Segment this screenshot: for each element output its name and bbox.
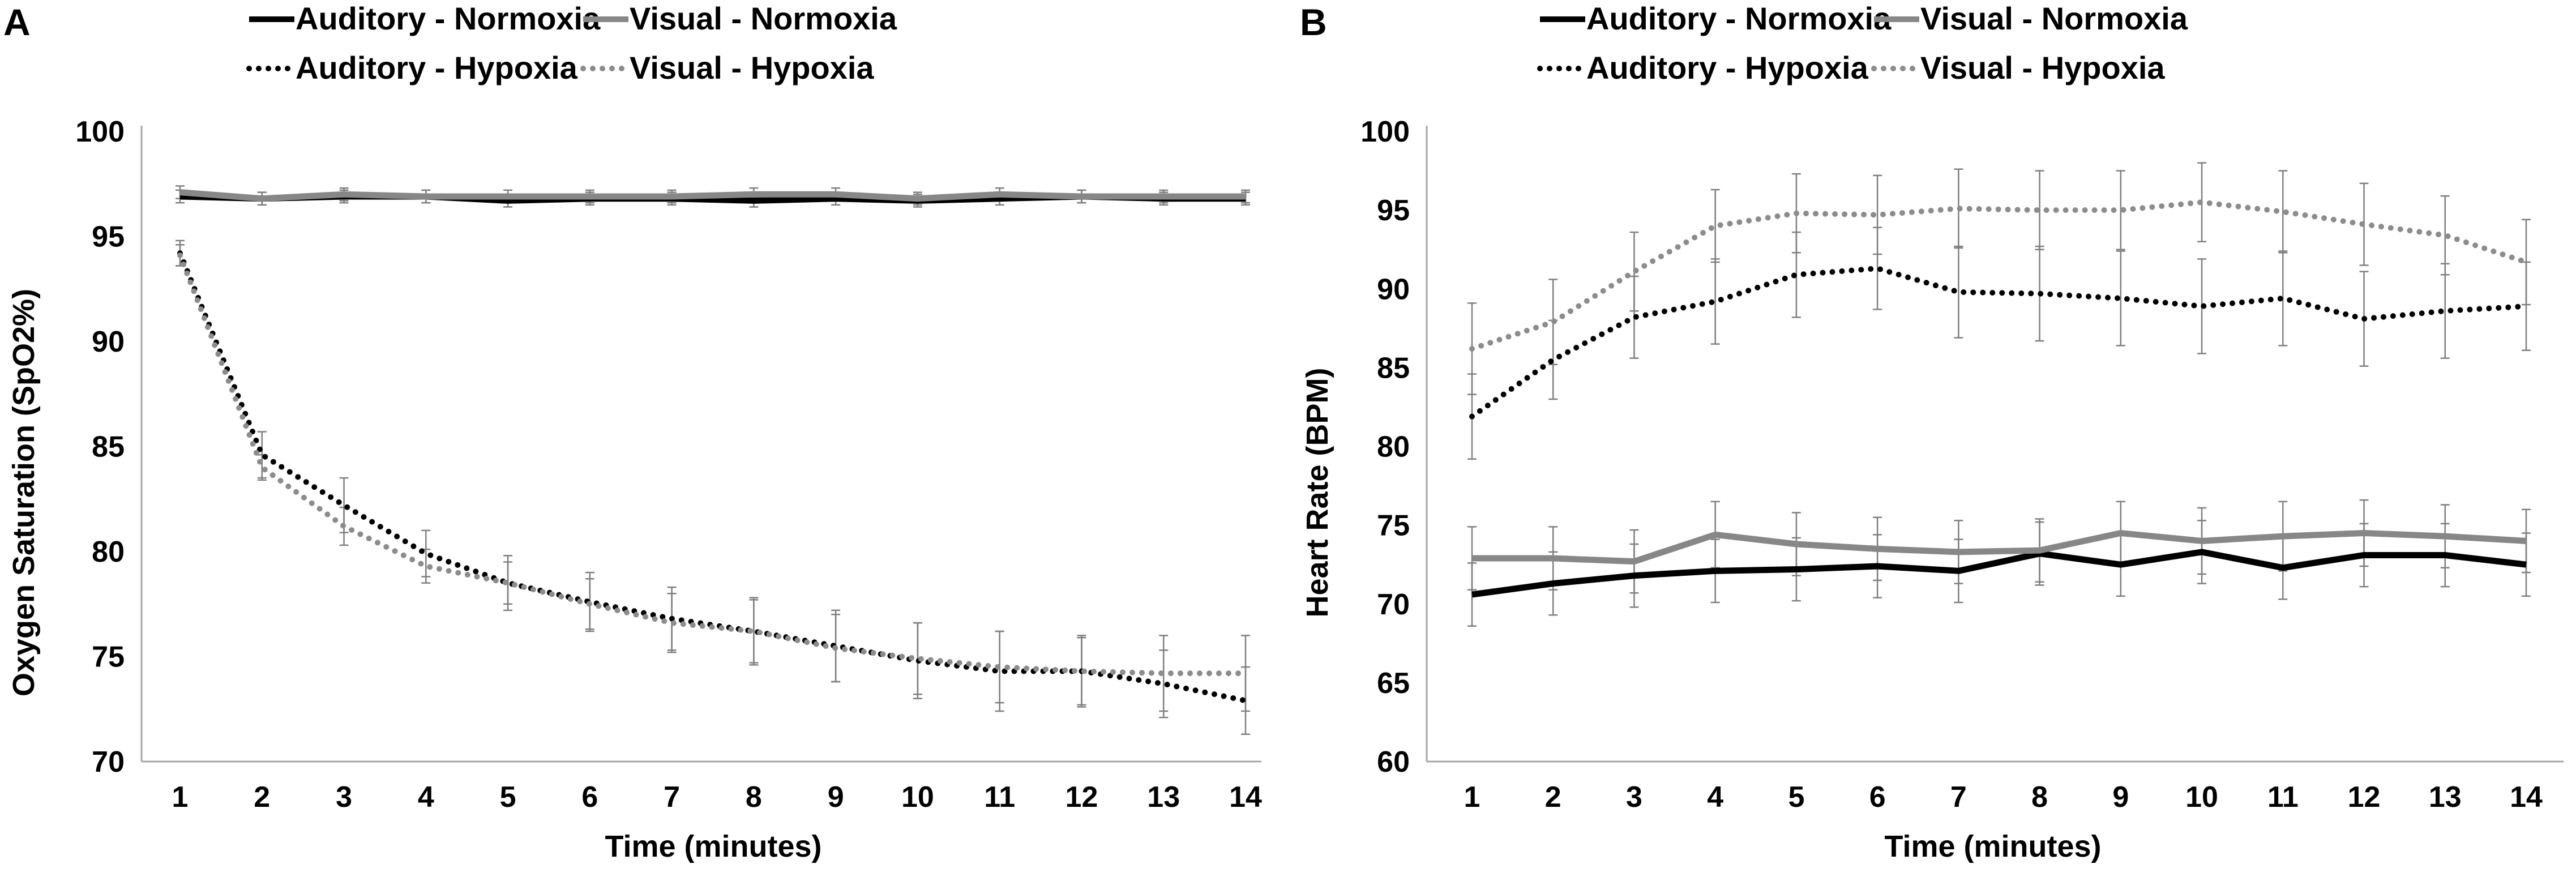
panel-b-errorbar-visual-hypoxia-4 (1710, 189, 1720, 263)
panel-a-y-tick-85: 85 (92, 431, 125, 464)
panel-a-x-tick-9: 9 (828, 781, 844, 814)
panel-b-series-line-auditory-normoxia (1471, 549, 2527, 598)
panel-a-x-tick-3: 3 (336, 781, 352, 814)
panel-b-y-tick-85: 85 (1377, 352, 1410, 384)
panel-a-x-tick-10: 10 (901, 781, 934, 814)
panel-b-y-tick-60: 60 (1377, 746, 1410, 779)
panel-b-x-tick-14: 14 (2510, 781, 2543, 814)
panel-b-x-tick-9: 9 (2112, 781, 2129, 814)
panel-a-x-tick-8: 8 (746, 781, 762, 814)
panel-a-legend: Auditory - Normoxia Visual - Normoxia Au… (246, 1, 897, 85)
panel-b-y-tick-90: 90 (1377, 273, 1410, 306)
panel-b-errorbar-visual-hypoxia-14 (2522, 219, 2531, 306)
panel-b-y-tick-65: 65 (1377, 667, 1410, 700)
panel-b-x-tick-11: 11 (2267, 781, 2299, 814)
panel-b-y-tick-100: 100 (1360, 116, 1410, 148)
panel-a-plot-area (176, 185, 1250, 735)
panel-a-x-axis-title: Time (minutes) (605, 829, 821, 863)
panel-b-y-axis-title: Heart Rate (BPM) (1300, 367, 1334, 617)
panel-a-x-tick-4: 4 (418, 781, 434, 814)
panel-a-series-line-visual-hypoxia (177, 252, 1248, 677)
panel-a-x-tick-7: 7 (664, 781, 680, 814)
panel-a-legend-label-auditory-hypoxia: Auditory - Hypoxia (296, 50, 578, 85)
panel-b-errorbar-visual-hypoxia-6 (1873, 174, 1882, 255)
panel-a-y-tick-90: 90 (92, 326, 125, 358)
panel-a-x-tick-5: 5 (500, 781, 516, 814)
panel-b-x-tick-1: 1 (1464, 781, 1480, 814)
panel-b-series-line-auditory-hypoxia (1469, 266, 2529, 420)
panel-b-y-tick-95: 95 (1377, 194, 1410, 227)
panel-a-letter: A (3, 1, 31, 43)
panel-b-x-tick-4: 4 (1707, 781, 1723, 814)
panel-b-x-tick-2: 2 (1545, 781, 1561, 814)
panel-a-errorbar-visual-hypoxia-8 (749, 599, 759, 664)
panel-b-y-tick-70: 70 (1377, 588, 1410, 621)
panel-a-legend-label-auditory-normoxia: Auditory - Normoxia (296, 1, 601, 36)
panel-b-errorbar-auditory-hypoxia-9 (2116, 250, 2125, 347)
panel-a-x-tick-11: 11 (984, 781, 1015, 814)
panel-b-legend-label-visual-hypoxia: Visual - Hypoxia (1920, 50, 2165, 85)
panel-b-x-axis-title: Time (minutes) (1884, 829, 2101, 863)
panel-a-errorbar-visual-hypoxia-14 (1241, 635, 1250, 712)
panel-b-x-tick-3: 3 (1626, 781, 1642, 814)
panel-a-y-tick-70: 70 (92, 746, 125, 779)
panel-b-x-tick-13: 13 (2429, 781, 2462, 814)
panel-b-legend: Auditory - Normoxia Visual - Normoxia Au… (1537, 1, 2188, 85)
panel-a-x-tick-1: 1 (172, 781, 189, 814)
panel-b-series-line-visual-hypoxia (1469, 199, 2529, 352)
panel-b-y-tick-75: 75 (1377, 510, 1410, 542)
panel-a-x-tick-14: 14 (1229, 781, 1262, 814)
panel-a-y-tick-80: 80 (92, 536, 125, 568)
panel-a-series-line-auditory-hypoxia (177, 250, 1248, 704)
panel-b-plot-area (1467, 162, 2531, 627)
panel-a: A Auditory - Normoxia Visual - Normoxia … (3, 1, 1262, 863)
panel-b-legend-label-auditory-hypoxia: Auditory - Hypoxia (1586, 50, 1869, 85)
panel-a-legend-label-visual-normoxia: Visual - Normoxia (630, 1, 897, 36)
panel-b-legend-label-auditory-normoxia: Auditory - Normoxia (1586, 1, 1892, 36)
panel-b-x-tick-6: 6 (1869, 781, 1886, 814)
panel-a-y-tick-100: 100 (75, 116, 125, 148)
panel-a-y-axis-title: Oxygen Saturation (SpO2%) (7, 289, 41, 696)
panel-a-y-tick-75: 75 (92, 641, 125, 674)
panel-b-y-tick-80: 80 (1377, 431, 1410, 464)
panel-a-x-tick-12: 12 (1066, 781, 1098, 814)
panel-b-x-tick-12: 12 (2348, 781, 2381, 814)
panel-b-legend-label-visual-normoxia: Visual - Normoxia (1920, 1, 2188, 36)
panel-b-x-tick-5: 5 (1788, 781, 1804, 814)
panel-a-x-tick-6: 6 (581, 781, 598, 814)
panel-b-errorbar-visual-hypoxia-11 (2278, 170, 2288, 254)
panel-a-x-tick-13: 13 (1147, 781, 1180, 814)
panel-b-errorbar-visual-hypoxia-13 (2440, 195, 2450, 276)
panel-b-errorbar-visual-hypoxia-8 (2035, 170, 2044, 250)
panel-b-letter: B (1300, 1, 1327, 43)
panel-a-x-tick-2: 2 (254, 781, 270, 814)
panel-a-legend-label-visual-hypoxia: Visual - Hypoxia (630, 50, 874, 85)
panel-b-x-tick-7: 7 (1950, 781, 1967, 814)
panel-b-x-tick-8: 8 (2031, 781, 2048, 814)
panel-a-y-tick-95: 95 (92, 221, 125, 254)
panel-a-series-line-visual-normoxia (179, 189, 1246, 202)
panel-b: B Auditory - Normoxia Visual - Normoxia … (1300, 1, 2564, 863)
panel-b-x-tick-10: 10 (2185, 781, 2218, 814)
panel-b-series-line-visual-normoxia (1472, 530, 2527, 565)
